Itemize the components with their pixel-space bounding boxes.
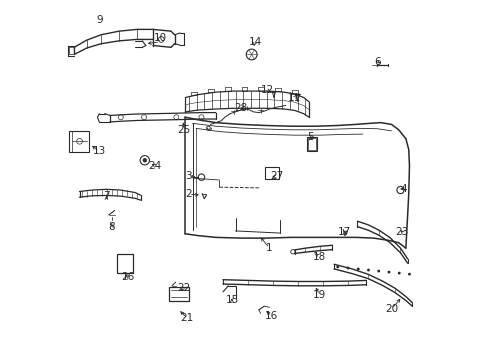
Text: 22: 22 — [177, 283, 190, 293]
Circle shape — [142, 158, 146, 162]
Text: 17: 17 — [338, 227, 351, 237]
Text: 11: 11 — [287, 93, 301, 103]
Text: 2: 2 — [185, 189, 192, 199]
Text: 9: 9 — [96, 15, 102, 26]
Circle shape — [366, 269, 369, 271]
Text: 6: 6 — [373, 57, 380, 67]
Circle shape — [356, 267, 359, 270]
Circle shape — [346, 266, 349, 269]
Text: 23: 23 — [395, 227, 408, 237]
Text: 15: 15 — [225, 295, 238, 305]
Text: 26: 26 — [121, 272, 134, 282]
Text: 7: 7 — [103, 191, 109, 201]
Text: 5: 5 — [307, 132, 313, 142]
Text: 28: 28 — [234, 103, 247, 113]
Text: 13: 13 — [92, 146, 106, 156]
Text: 16: 16 — [264, 311, 278, 321]
Circle shape — [336, 266, 339, 269]
Circle shape — [397, 272, 400, 275]
Bar — [307, 138, 315, 150]
Text: 21: 21 — [180, 313, 193, 323]
Text: 14: 14 — [248, 37, 262, 47]
Text: 19: 19 — [312, 290, 326, 300]
Text: 8: 8 — [108, 222, 115, 231]
Circle shape — [407, 273, 410, 275]
Text: 18: 18 — [312, 252, 326, 262]
Text: 25: 25 — [177, 125, 190, 135]
Text: 4: 4 — [400, 184, 407, 194]
Text: 20: 20 — [384, 304, 397, 314]
Bar — [265, 167, 278, 179]
Circle shape — [377, 270, 379, 273]
Text: 27: 27 — [269, 171, 283, 181]
Text: 1: 1 — [266, 243, 272, 253]
Bar — [117, 253, 133, 273]
Bar — [169, 287, 188, 301]
Text: 3: 3 — [185, 171, 192, 181]
Text: 24: 24 — [148, 161, 161, 171]
Circle shape — [387, 271, 389, 274]
Bar — [69, 131, 89, 152]
Text: 12: 12 — [261, 85, 274, 95]
Text: 10: 10 — [153, 33, 166, 43]
Bar — [306, 137, 316, 151]
